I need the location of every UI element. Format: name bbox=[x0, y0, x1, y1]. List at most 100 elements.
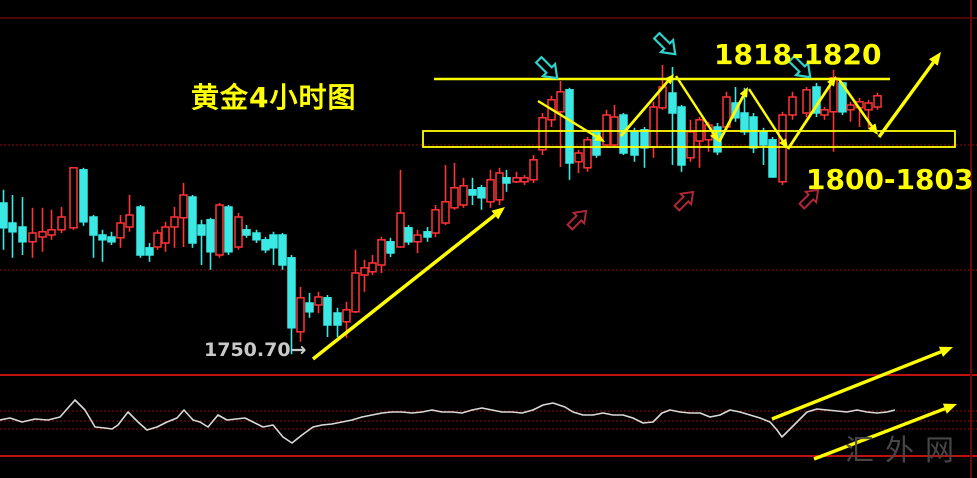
candle-body-bullish bbox=[686, 131, 695, 159]
candle-body-bearish bbox=[287, 257, 296, 329]
trend-arrow-head bbox=[779, 138, 788, 149]
trend-arrow-head bbox=[826, 76, 836, 87]
candle-body-bearish bbox=[261, 239, 270, 251]
candle-body-bullish bbox=[556, 91, 565, 113]
trend-arrow-shaft bbox=[836, 77, 873, 127]
candle-body-bearish bbox=[423, 231, 432, 238]
candle-body-bearish bbox=[18, 226, 27, 243]
candle-body-bullish bbox=[450, 187, 459, 209]
candle-body-bullish bbox=[69, 167, 78, 229]
candle-body-bearish bbox=[502, 177, 511, 184]
candle-body-bullish bbox=[512, 177, 521, 183]
candle-body-bearish bbox=[305, 302, 314, 313]
candle-body-bearish bbox=[188, 196, 197, 244]
trend-arrow-shaft bbox=[311, 213, 496, 361]
candle-body-bullish bbox=[864, 102, 873, 111]
down-right-block-arrow-icon bbox=[652, 31, 677, 56]
candle-body-bullish bbox=[215, 204, 224, 256]
candle-body-bullish bbox=[802, 89, 811, 114]
candle-body-bullish bbox=[441, 201, 450, 224]
candle-body-bearish bbox=[759, 131, 768, 146]
up-right-block-arrow-icon bbox=[566, 209, 588, 231]
candle-body-bearish bbox=[668, 92, 677, 114]
candle-body-bearish bbox=[477, 187, 486, 199]
candle-body-bearish bbox=[468, 189, 477, 196]
candle-body-bullish bbox=[529, 159, 538, 181]
candle-body-bearish bbox=[89, 216, 98, 236]
candle-body-bearish bbox=[206, 219, 215, 253]
candle-body-bullish bbox=[520, 177, 529, 183]
candle-body-bullish bbox=[161, 226, 170, 244]
candle-body-bearish bbox=[79, 169, 88, 223]
indicator-line bbox=[0, 399, 896, 444]
candle-body-bullish bbox=[125, 214, 134, 228]
trend-arrow-head bbox=[867, 123, 878, 135]
candle-body-bullish bbox=[116, 222, 125, 239]
candle-body-bullish bbox=[38, 231, 47, 238]
down-right-block-arrow-icon bbox=[534, 55, 559, 80]
candle-body-bullish bbox=[351, 272, 360, 313]
candle-body-bullish bbox=[778, 114, 787, 183]
trend-arrow-head bbox=[710, 131, 719, 142]
candle-body-bullish bbox=[788, 96, 797, 116]
resistance-zone-label: 1818-1820 bbox=[714, 38, 882, 71]
trend-arrow-head bbox=[664, 74, 674, 85]
trend-arrow-shaft bbox=[717, 95, 745, 143]
candle-body-bearish bbox=[197, 224, 206, 236]
candle-body-bullish bbox=[234, 216, 243, 248]
candle-body-bearish bbox=[333, 312, 342, 326]
candle-body-bullish bbox=[28, 232, 37, 243]
up-right-block-arrow-icon bbox=[798, 188, 820, 210]
candle-body-bullish bbox=[495, 172, 504, 201]
candle-body-bullish bbox=[153, 232, 162, 248]
candle-body-bearish bbox=[323, 297, 332, 326]
candle-body-bullish bbox=[314, 296, 323, 306]
trend-arrow-head bbox=[491, 207, 505, 220]
candle-body-bearish bbox=[386, 241, 395, 254]
candle-body-bearish bbox=[145, 247, 154, 256]
candle-body-bullish bbox=[396, 212, 405, 248]
swing-low-label: 1750.70→ bbox=[204, 339, 307, 361]
candle-body-bearish bbox=[0, 202, 8, 229]
candle-body-bearish bbox=[8, 222, 17, 233]
support-zone-label: 1800-1803 bbox=[806, 163, 974, 196]
candle-body-bearish bbox=[136, 206, 145, 256]
candle-body-bullish bbox=[360, 267, 369, 276]
trend-arrow-head bbox=[739, 87, 748, 98]
candle-body-bullish bbox=[57, 216, 66, 231]
candle-body-bearish bbox=[107, 236, 116, 243]
candle-body-bearish bbox=[242, 229, 251, 236]
candle-body-bearish bbox=[565, 89, 574, 164]
trend-arrow-shaft bbox=[771, 350, 942, 421]
support-box bbox=[422, 130, 956, 148]
candle-body-bearish bbox=[640, 129, 649, 149]
candle-body-bullish bbox=[296, 297, 305, 333]
candle-body-bearish bbox=[278, 234, 287, 266]
trend-arrow-shaft bbox=[537, 99, 598, 138]
candle-body-bearish bbox=[252, 232, 261, 241]
candle-body-bearish bbox=[98, 234, 107, 241]
trend-arrow-shaft bbox=[786, 83, 832, 150]
candle-body-bullish bbox=[538, 117, 547, 151]
candle-body-bullish bbox=[846, 104, 855, 111]
candle-body-bearish bbox=[269, 234, 278, 249]
candle-body-bullish bbox=[413, 234, 422, 243]
candle-body-bullish bbox=[820, 109, 829, 116]
candle-body-bullish bbox=[170, 216, 179, 228]
candle-body-bullish bbox=[47, 229, 56, 236]
candle-body-bullish bbox=[431, 209, 440, 234]
down-right-block-arrow-icon bbox=[787, 54, 812, 79]
trend-arrow-head bbox=[938, 346, 953, 357]
trend-arrow-head bbox=[594, 133, 605, 142]
chart-title: 黄金4小时图 bbox=[191, 81, 357, 114]
candle-body-bullish bbox=[873, 95, 882, 108]
candle-body-bearish bbox=[768, 139, 777, 178]
candle-body-bearish bbox=[630, 131, 639, 156]
candle-body-bullish bbox=[574, 152, 583, 163]
trend-arrow-head bbox=[942, 403, 957, 414]
candle-body-bullish bbox=[377, 239, 386, 266]
trend-arrow-shaft bbox=[877, 61, 935, 139]
candle-body-bullish bbox=[179, 194, 188, 219]
candle-body-bearish bbox=[749, 116, 758, 149]
